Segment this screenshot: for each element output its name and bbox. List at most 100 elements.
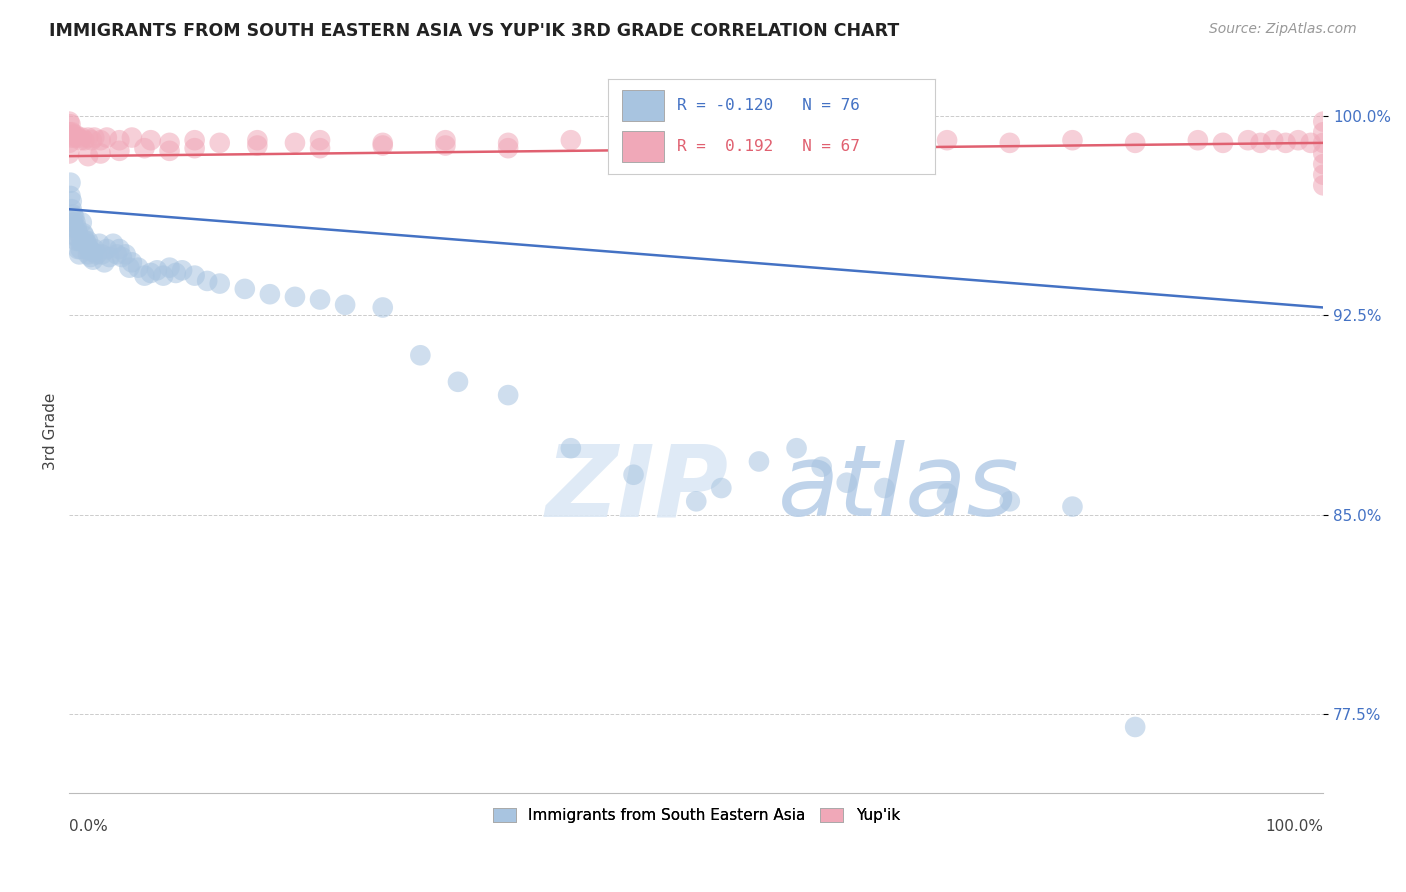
Point xyxy=(835,475,858,490)
Point xyxy=(233,282,256,296)
Point xyxy=(90,133,112,147)
Point xyxy=(80,133,103,147)
Point xyxy=(93,255,115,269)
Point xyxy=(70,215,93,229)
Point xyxy=(121,255,143,269)
Point xyxy=(748,454,770,468)
Point xyxy=(873,136,896,150)
Point xyxy=(114,247,136,261)
Point xyxy=(748,136,770,150)
Point xyxy=(309,141,332,155)
Point xyxy=(246,133,269,147)
Point xyxy=(810,133,832,147)
Point xyxy=(89,236,111,251)
Point xyxy=(560,133,582,147)
Point xyxy=(127,260,149,275)
Text: 0.0%: 0.0% xyxy=(69,819,108,834)
Point xyxy=(67,234,90,248)
Point xyxy=(159,136,181,150)
Point xyxy=(79,250,101,264)
Point xyxy=(66,130,89,145)
Point xyxy=(96,130,118,145)
Point xyxy=(73,133,96,147)
Point xyxy=(108,133,131,147)
Point xyxy=(1123,136,1146,150)
Point xyxy=(159,144,181,158)
Text: Source: ZipAtlas.com: Source: ZipAtlas.com xyxy=(1209,22,1357,37)
Point xyxy=(65,128,87,142)
Y-axis label: 3rd Grade: 3rd Grade xyxy=(44,392,58,469)
Point xyxy=(72,226,94,240)
Point xyxy=(75,234,97,248)
Point xyxy=(309,133,332,147)
Point xyxy=(1250,136,1272,150)
Point xyxy=(83,242,105,256)
Point xyxy=(810,459,832,474)
Text: IMMIGRANTS FROM SOUTH EASTERN ASIA VS YUP'IK 3RD GRADE CORRELATION CHART: IMMIGRANTS FROM SOUTH EASTERN ASIA VS YU… xyxy=(49,22,900,40)
Point xyxy=(1312,168,1334,182)
Point xyxy=(1286,133,1309,147)
Point xyxy=(1261,133,1284,147)
Point xyxy=(59,117,82,131)
Point xyxy=(183,268,205,283)
Point xyxy=(66,220,89,235)
Point xyxy=(60,194,83,209)
Point xyxy=(371,136,394,150)
Point xyxy=(208,277,231,291)
Point xyxy=(82,252,104,267)
Point xyxy=(496,141,519,155)
Text: ZIP: ZIP xyxy=(546,441,728,537)
Point xyxy=(69,242,91,256)
Point xyxy=(63,220,86,235)
Point xyxy=(152,268,174,283)
Point xyxy=(1312,178,1334,193)
Point xyxy=(65,215,87,229)
Point xyxy=(90,146,112,161)
Point xyxy=(1312,125,1334,139)
Point xyxy=(1062,500,1084,514)
Point xyxy=(69,133,91,147)
Legend: Immigrants from South Eastern Asia, Yup'ik: Immigrants from South Eastern Asia, Yup'… xyxy=(486,802,905,830)
Point xyxy=(496,136,519,150)
Point xyxy=(434,133,457,147)
Point xyxy=(333,298,356,312)
Point xyxy=(496,388,519,402)
Point xyxy=(111,250,134,264)
Point xyxy=(371,138,394,153)
Point xyxy=(998,494,1021,508)
Point xyxy=(83,130,105,145)
Point xyxy=(80,244,103,259)
Point xyxy=(59,130,82,145)
Point xyxy=(76,236,98,251)
Point xyxy=(96,242,118,256)
Point xyxy=(195,274,218,288)
Point xyxy=(284,136,307,150)
Point xyxy=(58,136,80,150)
Point xyxy=(108,242,131,256)
Point xyxy=(139,266,162,280)
Point xyxy=(58,146,80,161)
Point xyxy=(66,226,89,240)
Point xyxy=(108,144,131,158)
Point xyxy=(685,133,707,147)
Point xyxy=(146,263,169,277)
Point xyxy=(259,287,281,301)
Point xyxy=(1312,146,1334,161)
Point xyxy=(60,125,83,139)
Point xyxy=(309,293,332,307)
Point xyxy=(79,242,101,256)
Point xyxy=(936,486,959,500)
Point xyxy=(58,125,80,139)
Point xyxy=(685,494,707,508)
Point xyxy=(134,141,156,155)
Point xyxy=(936,133,959,147)
Point xyxy=(1212,136,1234,150)
Point xyxy=(1123,720,1146,734)
Point xyxy=(60,202,83,217)
Point xyxy=(58,114,80,128)
Point xyxy=(70,234,93,248)
Point xyxy=(77,247,100,261)
Point xyxy=(1237,133,1260,147)
Text: 100.0%: 100.0% xyxy=(1265,819,1323,834)
Point xyxy=(134,268,156,283)
